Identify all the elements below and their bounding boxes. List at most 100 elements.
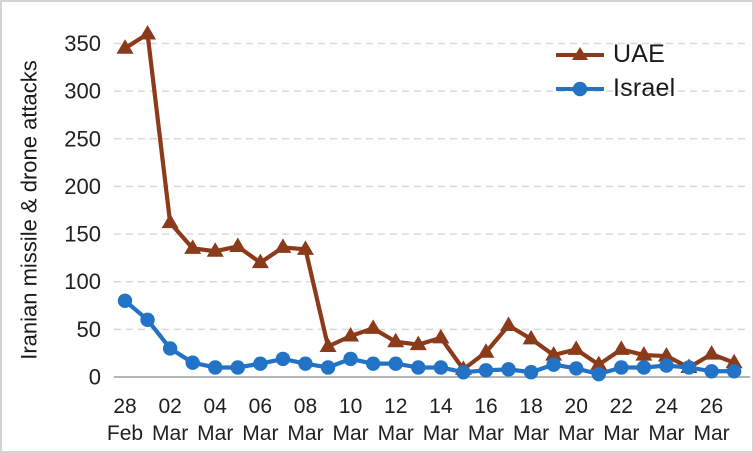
x-axis-tick-label-month: Feb: [107, 422, 143, 445]
israel-circle-marker-icon: [501, 362, 516, 377]
uae-triangle-marker-icon: [703, 345, 721, 360]
uae-triangle-marker-icon: [251, 253, 269, 269]
uae-triangle-marker-icon: [161, 213, 179, 229]
x-axis-tick-label-month: Mar: [513, 422, 549, 445]
uae-triangle-marker-icon: [545, 346, 563, 361]
y-axis-tick-label: 50: [77, 317, 101, 342]
x-axis-tick-label-day: 08: [294, 395, 317, 418]
israel-circle-marker-icon: [230, 360, 245, 375]
legend-item-israel: Israel: [555, 76, 675, 101]
uae-triangle-marker-icon: [274, 238, 292, 253]
y-axis-tick-label: 100: [64, 269, 101, 294]
uae-series-line: [122, 31, 737, 372]
israel-circle-marker-icon: [298, 356, 313, 371]
uae-triangle-marker-icon: [432, 328, 450, 344]
x-axis-tick-label-day: 10: [339, 395, 362, 418]
uae-triangle-marker-icon: [116, 39, 134, 54]
uae-triangle-marker-icon: [725, 353, 743, 369]
x-axis-tick-label-month: Mar: [378, 422, 414, 445]
x-axis-tick-label-day: 06: [249, 395, 272, 418]
uae-triangle-marker-icon: [364, 319, 382, 334]
x-axis-tick-label-day: 28: [113, 395, 136, 418]
x-axis-tick-label-day: 12: [384, 395, 407, 418]
israel-circle-marker-icon: [162, 341, 178, 356]
x-axis-tick-label-day: 02: [158, 395, 181, 418]
x-axis-tick-label-month: Mar: [558, 422, 594, 445]
uae-triangle-marker-icon: [409, 335, 427, 351]
uae-triangle-marker-icon: [590, 355, 608, 371]
israel-circle-marker-icon: [320, 360, 336, 375]
y-axis-tick-label: 250: [64, 126, 101, 151]
israel-circle-marker-icon: [636, 360, 652, 375]
israel-circle-marker-icon: [569, 361, 584, 376]
x-axis-tick-label-month: Mar: [693, 422, 729, 445]
legend: UAE Israel: [555, 42, 675, 101]
legend-item-uae: UAE: [555, 42, 675, 67]
israel-circle-marker-icon: [523, 365, 539, 380]
x-axis-tick-label-month: Mar: [603, 422, 639, 445]
israel-circle-marker-icon: [275, 351, 291, 367]
israel-circle-marker-icon: [365, 356, 381, 371]
israel-line-circle-icon: [556, 81, 604, 96]
x-axis-tick-label-day: 16: [474, 395, 497, 418]
israel-circle-marker-icon: [117, 293, 133, 308]
uae-triangle-marker-icon: [184, 239, 202, 254]
israel-circle-marker-icon: [140, 312, 155, 328]
x-axis-tick-label-month: Mar: [242, 422, 278, 445]
x-axis-tick-label-month: Mar: [423, 422, 459, 445]
uae-triangle-marker-icon: [387, 332, 405, 348]
uae-triangle-marker-icon: [500, 316, 518, 332]
israel-circle-marker-icon: [681, 360, 697, 375]
uae-triangle-marker-icon: [567, 340, 585, 355]
uae-triangle-marker-icon: [477, 343, 495, 358]
x-axis-tick-label-month: Mar: [468, 422, 504, 445]
uae-triangle-marker-icon: [522, 329, 540, 345]
israel-circle-marker-icon: [591, 366, 606, 382]
x-axis-tick-label-month: Mar: [333, 422, 369, 445]
uae-triangle-marker-icon: [319, 337, 337, 353]
y-axis-tick-label: 350: [64, 31, 101, 56]
x-axis-tick-label-day: 04: [204, 395, 228, 418]
x-axis-tick-label-day: 20: [565, 395, 588, 418]
israel-circle-marker-icon: [704, 364, 719, 379]
uae-triangle-marker-icon: [635, 346, 653, 361]
y-axis-title: Iranian missile & drone attacks: [17, 60, 42, 360]
uae-line-triangle-icon: [556, 46, 604, 60]
x-axis-tick-label-day: 24: [655, 395, 679, 418]
x-axis-tick-label-day: 22: [610, 395, 633, 418]
uae-triangle-marker-icon: [229, 237, 247, 252]
uae-triangle-marker-icon: [206, 242, 224, 257]
uae-triangle-marker-icon: [342, 327, 360, 342]
israel-circle-marker-icon: [726, 364, 742, 379]
israel-circle-marker-icon: [208, 360, 223, 375]
y-axis-tick-label: 150: [64, 222, 101, 247]
uae-triangle-marker-icon: [657, 347, 675, 362]
x-axis-tick-label-day: 18: [519, 395, 542, 418]
y-axis-tick-label: 200: [64, 174, 101, 199]
x-axis-tick-label-day: 26: [700, 395, 723, 418]
legend-label-israel: Israel: [613, 74, 676, 102]
israel-circle-marker-icon: [546, 357, 561, 372]
uae-triangle-marker-icon: [612, 340, 630, 355]
israel-circle-marker-icon: [614, 360, 629, 375]
israel-circle-marker-icon: [388, 356, 403, 371]
uae-triangle-marker-icon: [139, 24, 157, 40]
israel-circle-marker-icon: [253, 356, 268, 371]
israel-circle-marker-icon: [433, 360, 449, 375]
y-axis-tick-label: 300: [64, 79, 101, 104]
x-axis-tick-label-month: Mar: [197, 422, 233, 445]
israel-circle-marker-icon: [659, 358, 674, 373]
israel-circle-marker-icon: [478, 363, 494, 378]
x-axis-tick-label-month: Mar: [648, 422, 684, 445]
x-axis-tick-label-month: Mar: [152, 422, 188, 445]
israel-series-line: [122, 298, 737, 377]
y-axis-tick-label: 0: [89, 365, 101, 390]
israel-circle-marker-icon: [456, 365, 471, 380]
legend-label-uae: UAE: [613, 40, 666, 68]
israel-circle-marker-icon: [185, 355, 200, 370]
x-axis-tick-label-day: 14: [429, 395, 453, 418]
x-axis-tick-label-month: Mar: [287, 422, 323, 445]
uae-triangle-marker-icon: [296, 240, 314, 255]
